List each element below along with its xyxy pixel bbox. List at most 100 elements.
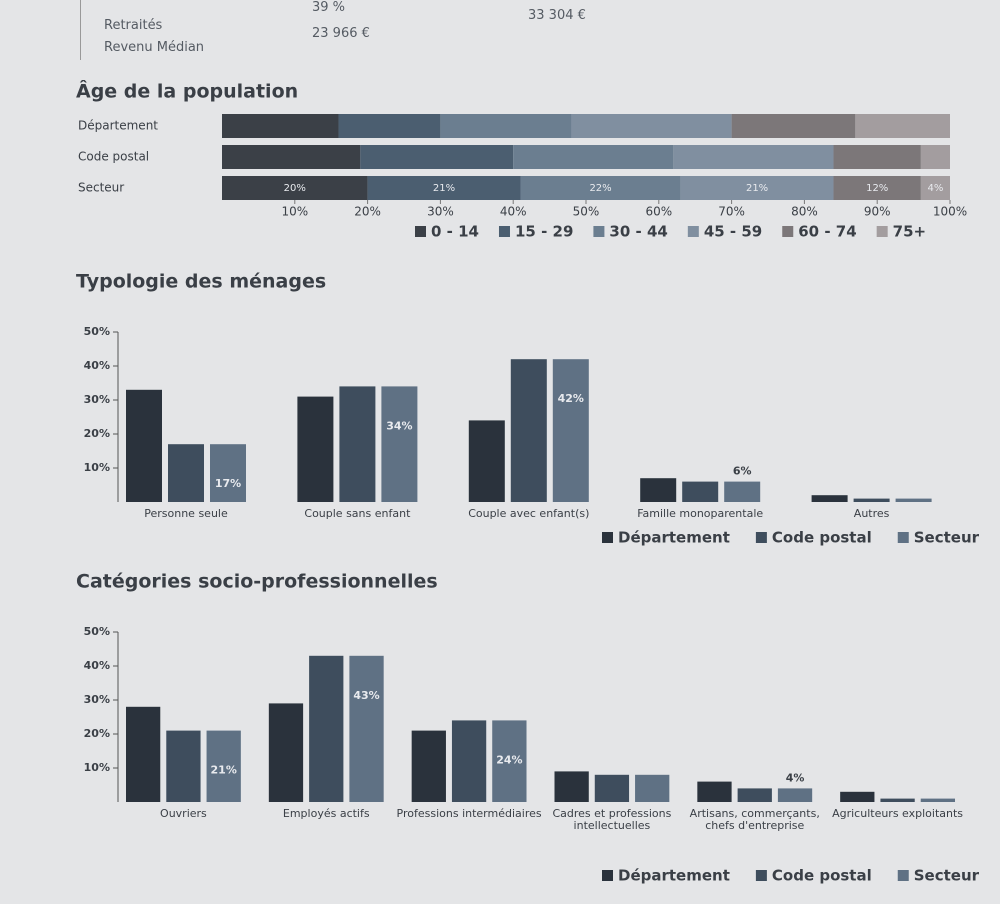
- bar: [554, 771, 589, 802]
- bar-segment: [338, 114, 441, 138]
- legend-label: Département: [618, 529, 730, 547]
- chart-svg: Âge de la population Département Code post…: [76, 80, 967, 241]
- row-label: Revenu Médian: [104, 40, 205, 55]
- bar: [297, 396, 334, 502]
- bar: [210, 444, 246, 502]
- x-tick-box: Personne seule: [144, 508, 228, 520]
- legend-swatch: [687, 226, 699, 237]
- bar: [206, 730, 241, 802]
- value-label: 20%: [284, 183, 306, 194]
- x-tick-label: Autres: [853, 508, 890, 520]
- bar: [411, 730, 446, 802]
- legend-label: Code postal: [772, 867, 872, 885]
- value-label: 43%: [353, 689, 379, 702]
- bar-segment: [367, 176, 521, 200]
- bar: [510, 359, 547, 502]
- bar-segment: [440, 114, 572, 138]
- y-tick-label: 40%: [84, 359, 110, 372]
- value-label: 21%: [211, 764, 237, 777]
- y-tick-label: 10%: [84, 461, 110, 474]
- x-tick-label: Artisans, commerçants, chefs d'entrepris…: [689, 808, 820, 832]
- legend-swatch: [755, 870, 767, 881]
- x-tick-label: 30%: [427, 205, 454, 219]
- bar: [492, 720, 527, 802]
- legend-swatch: [602, 870, 613, 881]
- bar: [682, 481, 719, 502]
- x-tick-box: Artisans, commerçants, chefs d'entrepris…: [689, 808, 820, 832]
- value-label: 24%: [496, 753, 522, 766]
- x-tick-label: 100%: [933, 205, 967, 219]
- legend-swatch: [593, 226, 605, 237]
- bar: [168, 444, 204, 502]
- legend-label: Code postal: [772, 529, 872, 547]
- row-label: Retraités: [104, 18, 163, 33]
- row-label: Code postal: [78, 150, 149, 164]
- bar-segment: [673, 145, 834, 169]
- bar: [126, 706, 161, 802]
- x-tick-box: Professions intermédiaires: [396, 808, 542, 820]
- csp-chart: Catégories socio-professionnelles 10% 20% 3…: [0, 562, 1000, 900]
- bar: [635, 774, 670, 802]
- y-tick-label: 40%: [84, 659, 110, 672]
- legend-label: 75+: [893, 223, 926, 241]
- x-tick-label: 40%: [500, 205, 527, 219]
- legend-label: 30 - 44: [609, 223, 667, 241]
- y-tick-label: 50%: [84, 625, 110, 638]
- bar-segment: [920, 145, 950, 169]
- y-tick-label: 20%: [84, 427, 110, 440]
- y-tick-label: 50%: [84, 325, 110, 338]
- bar: [640, 478, 677, 502]
- bar: [349, 655, 384, 802]
- cell: 23 966 €: [312, 26, 370, 41]
- value-label: 4%: [928, 183, 944, 194]
- x-tick-box: Agriculteurs exploitants: [832, 808, 964, 820]
- bar: [697, 781, 732, 802]
- bar: [166, 730, 201, 802]
- x-tick-label: Personne seule: [144, 508, 228, 520]
- x-tick-box: Ouvriers: [160, 808, 207, 820]
- bar: [309, 655, 344, 802]
- legend-label: Département: [618, 867, 730, 885]
- bar: [126, 389, 162, 502]
- bar-segment: [513, 145, 674, 169]
- value-label: 42%: [558, 392, 584, 405]
- x-tick-label: Agriculteurs exploitants: [832, 808, 964, 820]
- row-label: Secteur: [78, 181, 124, 195]
- value-label: 21%: [433, 183, 455, 194]
- chart-title: Âge de la population: [76, 80, 298, 103]
- legend-swatch: [755, 532, 767, 543]
- legend-label: Secteur: [914, 529, 980, 547]
- bar: [268, 703, 304, 802]
- bar: [880, 798, 915, 802]
- legend-swatch: [897, 870, 909, 881]
- bar-segment: [222, 114, 339, 138]
- bar-segment: [222, 176, 368, 200]
- y-tick-label: 10%: [84, 761, 110, 774]
- legend-label: 0 - 14: [431, 223, 479, 241]
- y-tick-label: 30%: [84, 393, 110, 406]
- x-tick-label: 90%: [864, 205, 891, 219]
- value-label: 22%: [589, 183, 611, 194]
- x-tick-box: Couple sans enfant: [304, 508, 410, 520]
- bar: [451, 720, 487, 802]
- bar-segment: [222, 145, 361, 169]
- row-label: Département: [78, 119, 158, 133]
- value-label: 12%: [866, 183, 888, 194]
- x-tick-label: Professions intermédiaires: [396, 808, 542, 820]
- value-label: 4%: [786, 771, 805, 784]
- x-tick-label: Cadres et professions intellectuelles: [552, 808, 672, 832]
- value-label: 21%: [746, 183, 768, 194]
- bar: [920, 798, 956, 802]
- x-tick-label: 10%: [281, 205, 308, 219]
- x-tick-label: 80%: [791, 205, 818, 219]
- cell: 39 %: [312, 0, 346, 15]
- chart-title: Catégories socio-professionnelles: [76, 571, 438, 593]
- bar-segment: [855, 114, 950, 138]
- legend-label: 60 - 74: [798, 223, 856, 241]
- legend-swatch: [415, 226, 426, 237]
- x-tick-label: 50%: [573, 205, 600, 219]
- x-tick-box: Cadres et professions intellectuelles: [552, 808, 672, 832]
- value-label: 34%: [386, 419, 412, 432]
- bar: [552, 359, 589, 502]
